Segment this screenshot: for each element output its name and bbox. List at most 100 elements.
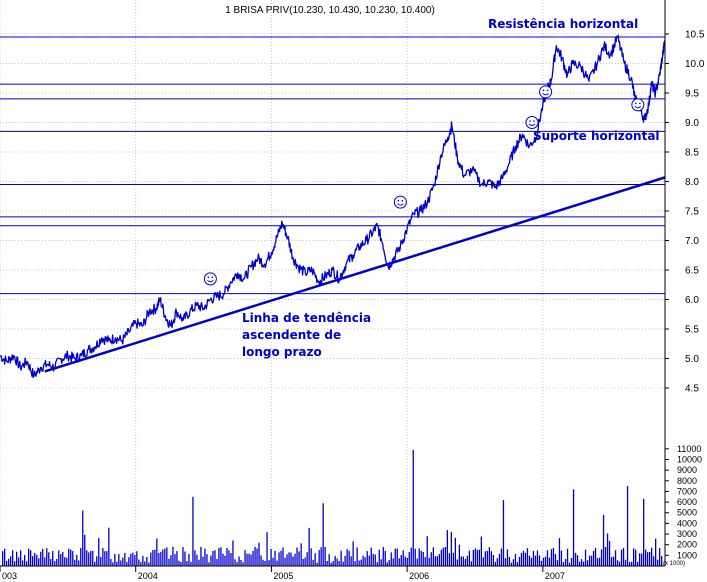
- volume-bar: [590, 555, 593, 566]
- x-tick-label: 003: [2, 571, 17, 581]
- volume-bar: [556, 560, 559, 566]
- volume-tick-label: 10000: [677, 454, 702, 464]
- price-tick-label: 8.0: [685, 177, 699, 188]
- smiley-face: [631, 98, 645, 112]
- volume-bar: [216, 559, 218, 566]
- volume-bar: [524, 552, 527, 566]
- volume-bar: [372, 553, 374, 566]
- smiley-mouth: [542, 92, 549, 96]
- smiley-eye: [635, 102, 637, 105]
- volume-bar: [538, 555, 541, 566]
- volume-bar: [92, 550, 94, 566]
- volume-bar: [70, 549, 72, 566]
- volume-bar: [370, 547, 372, 566]
- volume-bar: [536, 550, 539, 566]
- volume-bar: [416, 558, 418, 566]
- volume-bar: [168, 558, 170, 566]
- volume-bar: [308, 527, 310, 566]
- price-tick-label: 6.0: [685, 295, 699, 306]
- volume-bar: [242, 562, 244, 566]
- volume-bar: [444, 547, 446, 566]
- volume-bar: [130, 553, 132, 566]
- volume-bar: [346, 549, 348, 566]
- volume-bar: [616, 560, 619, 566]
- volume-bar: [182, 547, 184, 566]
- volume-bar: [120, 560, 122, 566]
- volume-bar: [438, 554, 440, 566]
- volume-bar: [276, 560, 278, 566]
- volume-bar: [480, 536, 482, 566]
- volume-bar: [118, 554, 120, 566]
- volume-bar: [420, 550, 422, 566]
- volume-bar: [112, 562, 114, 566]
- smiley-mouth: [528, 123, 536, 126]
- volume-bar: [384, 551, 386, 566]
- volume-bar: [657, 559, 659, 566]
- volume-bar: [262, 559, 264, 566]
- smiley-face: [393, 195, 407, 209]
- volume-bar: [314, 553, 316, 566]
- volume-bar: [368, 555, 370, 566]
- volume-bar: [268, 560, 270, 566]
- volume-bar: [10, 556, 12, 566]
- volume-bar: [148, 562, 150, 566]
- volume-bar: [496, 558, 498, 566]
- volume-bar: [128, 557, 130, 566]
- volume-bar: [338, 561, 340, 566]
- volume-bar: [230, 553, 232, 566]
- volume-bar: [12, 550, 14, 566]
- volume-bar: [430, 552, 432, 566]
- volume-bar: [348, 550, 350, 566]
- volume-bar: [234, 559, 236, 566]
- volume-bar: [618, 561, 621, 566]
- volume-bar: [110, 558, 112, 566]
- volume-bar: [402, 550, 404, 566]
- volume-bar: [244, 550, 246, 566]
- volume-bar: [218, 548, 220, 566]
- smiley-face: [539, 85, 553, 99]
- volume-bar: [610, 557, 613, 566]
- volume-bar: [602, 514, 605, 566]
- volume-bar: [624, 559, 627, 566]
- volume-bar: [400, 555, 402, 566]
- price-tick-label: 9.5: [685, 89, 699, 100]
- volume-bar: [226, 548, 228, 566]
- volume-bar: [72, 551, 74, 566]
- volume-bar: [576, 555, 579, 566]
- volume-bar: [641, 553, 643, 566]
- price-tick-label: 9.0: [685, 118, 699, 129]
- volume-bar: [659, 548, 661, 566]
- volume-bar: [176, 551, 178, 566]
- volume-bar: [364, 557, 366, 566]
- volume-bar: [256, 548, 258, 566]
- volume-bar: [116, 561, 118, 566]
- price-tick-label: 10.0: [685, 59, 705, 70]
- volume-bar: [550, 549, 553, 566]
- smiley-eye: [529, 120, 531, 122]
- volume-bar: [382, 546, 384, 566]
- volume-bar: [326, 561, 328, 566]
- volume-bar: [180, 562, 182, 566]
- volume-bar: [4, 548, 6, 566]
- volume-bar: [240, 560, 242, 566]
- volume-bar: [94, 561, 96, 566]
- price-series-line: [0, 34, 666, 379]
- volume-bar: [512, 559, 515, 566]
- volume-bar: [84, 534, 86, 566]
- x-tick-label: 2004: [138, 571, 158, 581]
- volume-bar: [426, 536, 428, 566]
- volume-bar: [594, 548, 597, 566]
- volume-bar: [2, 551, 4, 566]
- volume-bar: [52, 551, 54, 566]
- volume-bar: [98, 538, 100, 566]
- volume-bar: [200, 546, 202, 566]
- volume-tick-label: 11000: [677, 444, 701, 454]
- volume-bar: [190, 561, 192, 566]
- volume-bar: [358, 560, 360, 566]
- volume-bar: [62, 552, 64, 566]
- x-tick-label: 2006: [409, 571, 429, 581]
- volume-bar: [582, 561, 585, 566]
- volume-bar: [456, 559, 458, 566]
- volume-bar: [352, 541, 354, 566]
- volume-bar: [408, 552, 410, 566]
